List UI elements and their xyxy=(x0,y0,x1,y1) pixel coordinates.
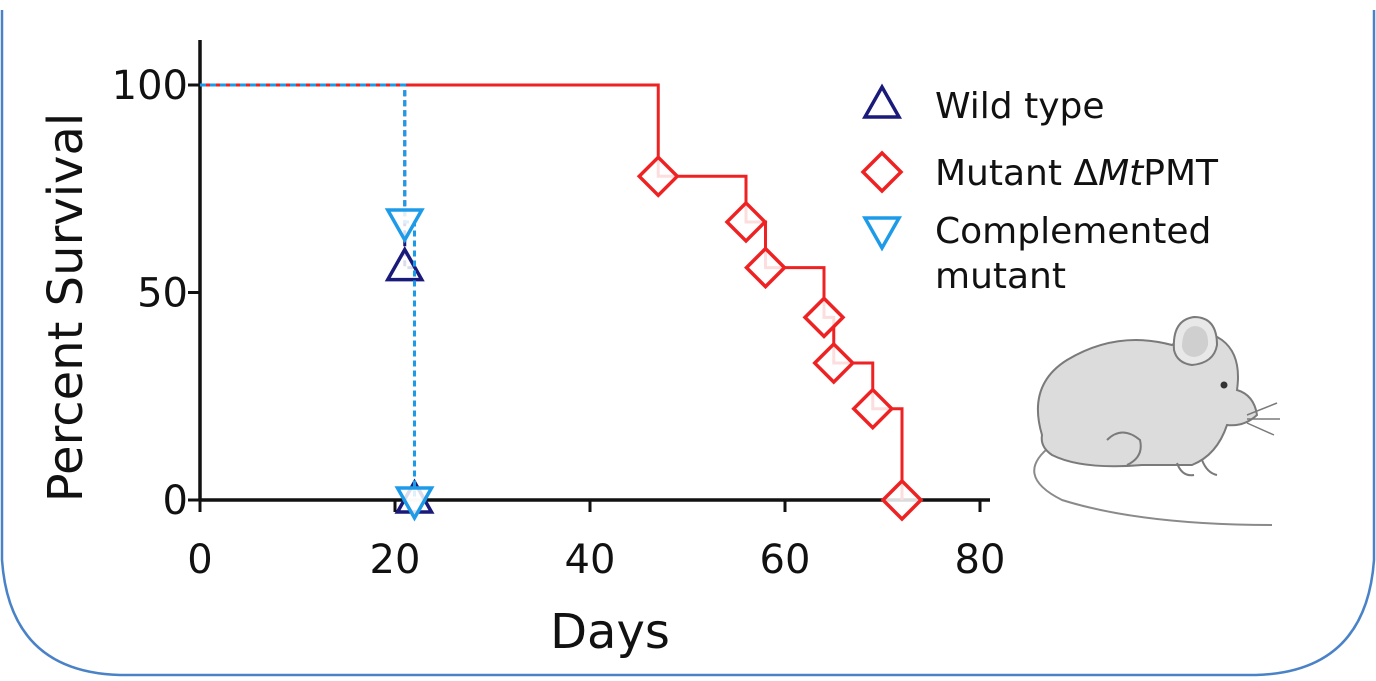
data-point xyxy=(636,154,680,198)
legend-label-complemented: Complemented xyxy=(935,211,1211,252)
legend-label-mutant-part: PMT xyxy=(1143,153,1219,194)
y-tick-label: 50 xyxy=(137,271,188,317)
series-2 xyxy=(200,83,435,522)
y-tick-label: 100 xyxy=(112,63,188,109)
series-layer xyxy=(200,83,924,522)
legend-label-complemented: mutant xyxy=(935,256,1066,297)
series-line xyxy=(200,83,904,500)
axes: 0 20 40 60 80 0 50 100 Days Percent Survival xyxy=(38,40,1005,660)
mouse-ear-inner xyxy=(1182,326,1209,357)
y-axis-title: Percent Survival xyxy=(38,113,94,502)
mouse-hind-leg xyxy=(1106,431,1142,466)
data-point xyxy=(802,295,846,339)
x-axis-title: Days xyxy=(550,604,670,660)
x-tick-label: 40 xyxy=(565,537,616,583)
x-tick-label: 60 xyxy=(760,537,811,583)
mouse-front-paw xyxy=(1176,459,1218,477)
series-1 xyxy=(200,83,924,522)
mouse-body xyxy=(1036,332,1259,468)
data-point xyxy=(812,341,856,385)
y-tick-label: 0 xyxy=(163,478,188,524)
data-point xyxy=(851,387,895,431)
mouse-whiskers xyxy=(1246,402,1280,436)
series-0 xyxy=(200,83,435,514)
data-point xyxy=(880,478,924,522)
mouse-illustration xyxy=(1033,315,1280,526)
legend-marker-1 xyxy=(860,150,904,194)
legend-label-mutant-part: Mutant Δ xyxy=(935,153,1098,194)
mouse-eye xyxy=(1220,381,1228,389)
data-point xyxy=(394,486,435,522)
series-line xyxy=(200,83,416,500)
frame-border xyxy=(0,10,1376,677)
x-tick-label: 80 xyxy=(955,537,1006,583)
x-tick-label: 0 xyxy=(187,537,212,583)
data-point xyxy=(384,208,425,244)
legend-marker-2 xyxy=(861,216,903,252)
data-point xyxy=(384,246,425,282)
legend-label-mutant: Mutant ΔMtPMT xyxy=(935,153,1219,194)
x-tick-label: 20 xyxy=(370,537,421,583)
data-point xyxy=(744,246,787,290)
mouse-tail xyxy=(1033,444,1273,526)
legend-label-wild-type: Wild type xyxy=(935,86,1105,127)
data-point xyxy=(724,200,768,244)
series-line xyxy=(200,83,416,500)
legend-marker-0 xyxy=(861,83,903,119)
legend-label-mutant-part: Mt xyxy=(1098,153,1145,194)
